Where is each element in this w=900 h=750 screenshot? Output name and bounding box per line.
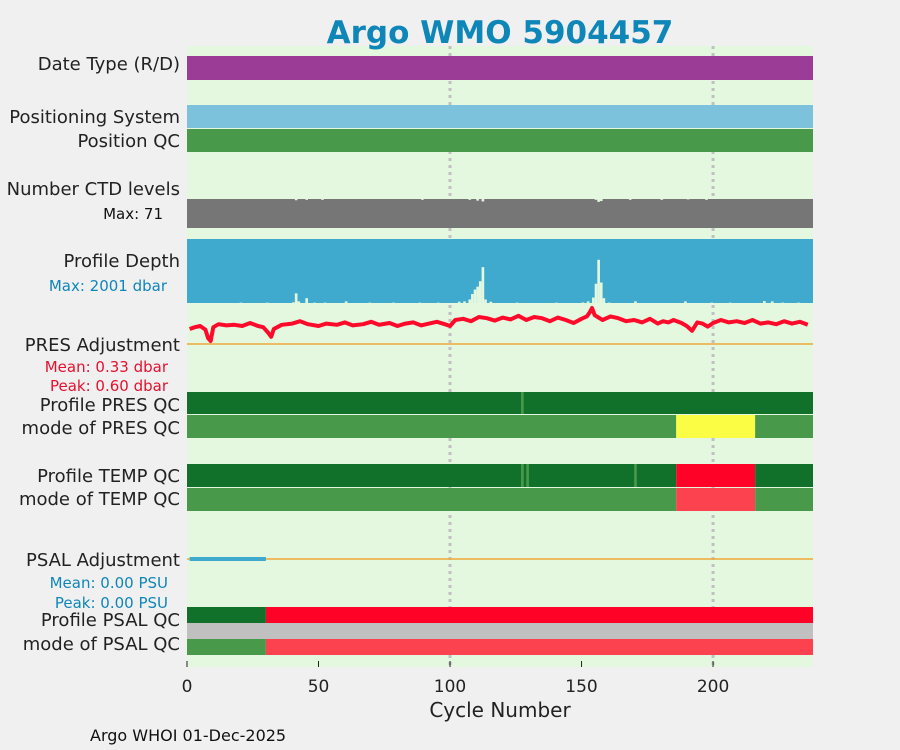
profile-depth-dip-26 <box>586 301 590 303</box>
ctd-levels-dip-0 <box>294 199 298 201</box>
mode_pres_qc-segment-2 <box>755 415 813 438</box>
mode_pres_qc-segment-1 <box>676 415 756 438</box>
x-tick-label-0: 0 <box>182 677 193 697</box>
ctd-levels-bar <box>187 199 813 228</box>
profile-depth-dip-19 <box>478 281 482 303</box>
profile_temp_qc-segment-1 <box>521 464 524 487</box>
profile_psal_qc-segment-1 <box>265 607 813 623</box>
label-mode-pres-qc: mode of PRES QC <box>22 418 180 439</box>
label-position-qc: Position QC <box>77 131 180 152</box>
positioning_system-segment-0 <box>187 105 813 128</box>
pres-mean-label: Mean: 0.33 dbar <box>45 358 169 376</box>
profile_temp_qc-segment-3 <box>634 464 637 487</box>
profile-depth-dip-28 <box>594 283 598 303</box>
ctd-levels-dip-3 <box>421 199 424 200</box>
label-profile-temp-qc: Profile TEMP QC <box>37 466 180 487</box>
position_qc-segment-0 <box>187 129 813 152</box>
mode_temp_qc-segment-0 <box>187 488 677 511</box>
label-ctd-levels: Number CTD levels <box>7 179 180 200</box>
profile-depth-dip-22 <box>489 301 493 303</box>
label-mode-psal-qc: mode of PSAL QC <box>23 634 180 655</box>
profile-depth-dip-31 <box>602 298 606 303</box>
x-tick-label-100: 100 <box>434 677 466 697</box>
label-date-type: Date Type (R/D) <box>38 54 180 75</box>
profile-depth-dip-16 <box>471 294 474 303</box>
x-tick-label-50: 50 <box>308 677 330 697</box>
profile_pres_qc-segment-0 <box>187 392 813 414</box>
profile_temp_qc-segment-4 <box>676 464 756 487</box>
profile_temp_qc-segment-0 <box>187 464 677 487</box>
label-profile-pres-qc: Profile PRES QC <box>40 395 180 416</box>
profile-depth-dip-30 <box>599 282 603 303</box>
mode_pres_qc-segment-0 <box>187 415 677 438</box>
ctd-levels-dip-9 <box>599 199 603 202</box>
profile-depth-dip-8 <box>344 301 348 303</box>
profile_temp_qc-segment-2 <box>526 464 529 487</box>
label-profile-psal-qc: Profile PSAL QC <box>41 610 180 631</box>
mode_psal_qc-segment-0 <box>187 639 266 655</box>
profile_psal_qc-segment-0 <box>187 607 266 623</box>
mode_temp_qc-segment-2 <box>755 488 813 511</box>
data-bars <box>187 56 813 655</box>
profile-depth-dip-27 <box>592 297 595 303</box>
label-pres-adjustment: PRES Adjustment <box>25 335 180 356</box>
ctd-levels-dip-8 <box>597 199 600 202</box>
profile-depth-dip-21 <box>484 299 487 303</box>
profile-depth-dip-25 <box>581 302 585 303</box>
profile-depth-dip-33 <box>634 301 637 303</box>
label-psal-adjustment: PSAL Adjustment <box>26 550 180 571</box>
mode_temp_qc-segment-1 <box>676 488 756 511</box>
pres-adjustment-line <box>188 306 809 343</box>
label-profile-depth: Profile Depth <box>63 251 180 272</box>
label-positioning-system: Positioning System <box>9 107 180 128</box>
profile-depth-dip-13 <box>457 301 461 303</box>
adjustment-lines <box>187 306 813 561</box>
profile-depth-dip-15 <box>468 299 472 303</box>
profile-depth-dip-20 <box>481 267 485 303</box>
profile-depth-dip-3 <box>294 293 298 303</box>
grid-lines <box>448 46 715 667</box>
date_type-segment-0 <box>187 56 813 80</box>
profile-depth-dip-5 <box>305 298 308 303</box>
label-mode-temp-qc: mode of TEMP QC <box>19 489 180 510</box>
x-axis-ticks: 0 50 100 150 200 <box>182 661 729 697</box>
ctd-levels-dip-10 <box>628 199 632 200</box>
profile-depth-dip-2 <box>292 302 295 303</box>
x-tick-label-150: 150 <box>565 677 597 697</box>
profile_pres_qc-segment-1 <box>521 392 524 414</box>
footer-credit: Argo WHOI 01-Dec-2025 <box>90 726 286 745</box>
ctd-levels-dip-11 <box>660 199 664 200</box>
depth-max-label: Max: 2001 dbar <box>49 277 168 295</box>
profile-depth-dip-29 <box>597 259 600 303</box>
mode_psal_qc-segment-1 <box>265 639 813 655</box>
profile-depth-bar <box>187 239 813 303</box>
profile-depth-dip-4 <box>297 301 301 303</box>
profile-depth-dip-37 <box>763 301 766 303</box>
profile-depth-dip-17 <box>473 289 477 303</box>
profile-depth-dip-18 <box>476 286 479 303</box>
psal_missing-segment-0 <box>187 623 813 639</box>
profile-depth-dip-34 <box>684 301 687 303</box>
ctd-levels-dip-6 <box>481 199 485 202</box>
chart-title: Argo WMO 5904457 <box>327 15 674 51</box>
ctd-levels-dip-13 <box>705 199 708 200</box>
profile-depth-dip-38 <box>770 301 774 303</box>
ctd-levels-dip-1 <box>305 199 308 200</box>
profile_temp_qc-segment-5 <box>755 464 813 487</box>
ctd-levels-dip-2 <box>321 199 324 200</box>
ctd-levels-dip-5 <box>476 199 479 201</box>
ctd-levels-dip-7 <box>594 199 598 200</box>
psal-peak-label: Peak: 0.00 PSU <box>55 594 168 612</box>
ctd-max-label: Max: 71 <box>103 205 163 223</box>
x-axis-label: Cycle Number <box>429 698 571 722</box>
psal-mean-label: Mean: 0.00 PSU <box>50 574 168 592</box>
ctd-levels-dip-4 <box>468 199 472 200</box>
pres-peak-label: Peak: 0.60 dbar <box>50 377 169 395</box>
x-tick-label-200: 200 <box>697 677 729 697</box>
profile-depth-dip-14 <box>463 301 466 303</box>
